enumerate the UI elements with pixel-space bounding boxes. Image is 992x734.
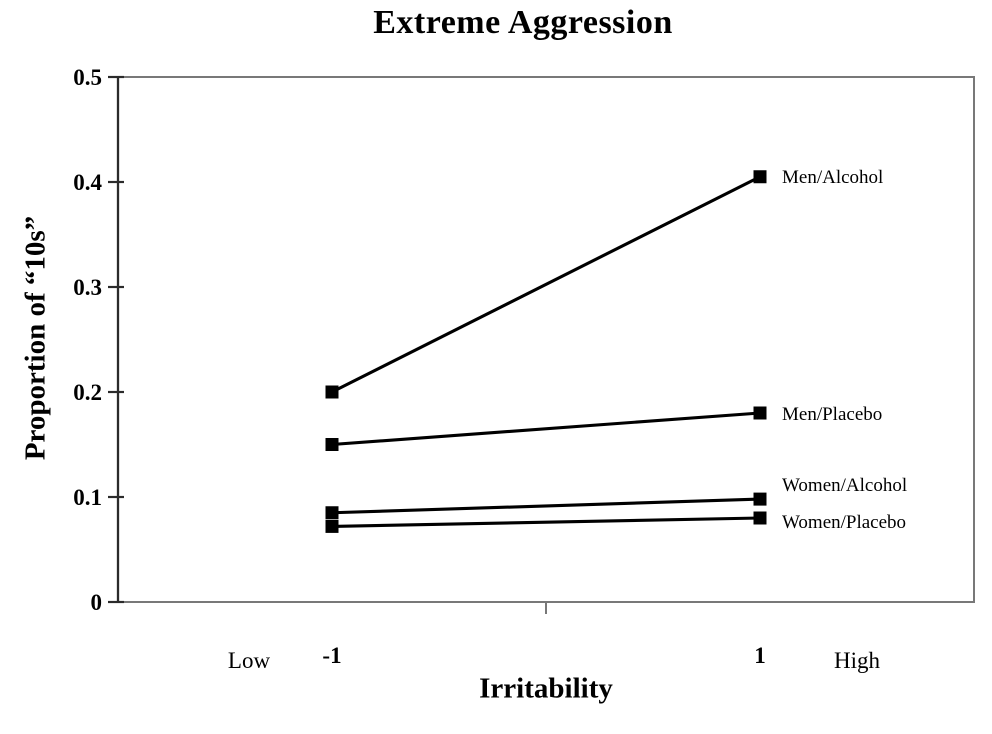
series-line-men-alcohol <box>331 175 761 394</box>
data-point-marker <box>325 438 339 451</box>
data-point-marker <box>325 385 339 399</box>
chart-title: Extreme Aggression <box>373 4 673 41</box>
y-tick-label: 0.3 <box>73 275 102 300</box>
data-point-marker <box>753 492 767 506</box>
series-label: Women/Alcohol <box>782 475 907 496</box>
series-label: Men/Placebo <box>782 404 882 425</box>
y-tick-label: 0 <box>91 590 103 615</box>
data-point-marker <box>325 506 339 520</box>
series-line-men-placebo <box>331 411 761 447</box>
y-tick-label: 0.2 <box>73 380 102 405</box>
data-point-marker <box>753 406 767 420</box>
x-tick-label: -1 <box>322 643 341 668</box>
data-point-marker <box>325 519 339 533</box>
series-label: Men/Alcohol <box>782 167 883 188</box>
y-tick-label: 0.4 <box>73 170 102 195</box>
x-axis-annotation: High <box>834 648 881 673</box>
data-point-marker <box>753 170 767 184</box>
series-line-women-alcohol <box>331 497 761 515</box>
x-axis-annotation: Low <box>228 648 271 673</box>
y-tick-label: 0.1 <box>73 485 102 510</box>
x-axis-title: Irritability <box>479 672 613 705</box>
data-point-marker <box>753 511 767 525</box>
series-label: Women/Placebo <box>782 512 906 533</box>
series-line-women-placebo <box>331 516 761 528</box>
y-tick-label: 0.5 <box>73 65 102 90</box>
x-tick-label: 1 <box>754 643 766 668</box>
